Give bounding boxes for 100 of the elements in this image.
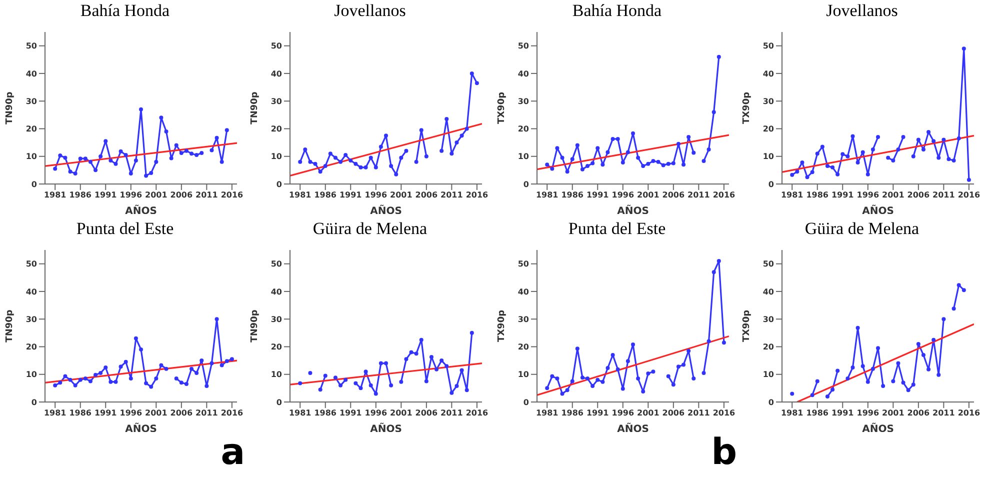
point xyxy=(303,147,308,152)
chart-title: Güira de Melena xyxy=(312,218,428,240)
y-tick-label: 30 xyxy=(762,96,774,106)
point xyxy=(676,142,680,146)
text: a xyxy=(220,432,245,473)
point xyxy=(545,162,550,167)
point xyxy=(124,360,128,364)
x-tick-label: 1991 xyxy=(94,408,118,418)
point xyxy=(338,383,343,388)
point xyxy=(790,392,794,396)
x-tick-label: 1986 xyxy=(806,408,829,418)
point xyxy=(846,376,850,381)
x-tick-label: 2011 xyxy=(688,190,710,200)
point xyxy=(815,379,820,384)
x-tick-label: 2006 xyxy=(415,190,438,200)
x-tick-label: 2016 xyxy=(712,190,736,200)
point xyxy=(454,384,459,388)
point xyxy=(616,136,620,141)
point xyxy=(374,392,378,396)
x-tick-label: 1986 xyxy=(69,190,92,200)
x-tick-label: 2011 xyxy=(440,190,464,200)
point xyxy=(916,138,920,142)
point xyxy=(318,170,322,174)
y-tick-label: 40 xyxy=(762,69,774,78)
point xyxy=(906,388,910,392)
x-tick-label: 1981 xyxy=(44,190,67,200)
point xyxy=(565,170,570,174)
point xyxy=(891,379,896,384)
point xyxy=(620,386,625,391)
x-tick-label: 1986 xyxy=(69,408,92,418)
x-tick-label: 1996 xyxy=(856,190,880,200)
point xyxy=(94,372,98,377)
point xyxy=(323,164,328,168)
point xyxy=(860,150,865,154)
point xyxy=(450,152,454,156)
point xyxy=(825,164,830,168)
y-tick-label: 20 xyxy=(270,342,282,352)
point xyxy=(78,378,82,382)
point xyxy=(636,376,640,381)
y-axis-title: TX90p xyxy=(742,309,752,342)
point xyxy=(956,136,961,140)
point xyxy=(646,162,650,166)
point xyxy=(128,376,133,381)
y-tick-label: 30 xyxy=(270,96,282,106)
point xyxy=(952,306,956,311)
point xyxy=(58,154,62,158)
point xyxy=(846,154,850,158)
point xyxy=(68,378,72,382)
x-tick-label: 1981 xyxy=(44,408,67,418)
point xyxy=(53,383,58,388)
point xyxy=(702,159,706,164)
y-tick-label: 0 xyxy=(768,398,774,407)
point xyxy=(682,162,686,167)
point xyxy=(419,338,424,342)
point xyxy=(666,162,670,166)
point xyxy=(706,147,711,152)
point xyxy=(956,283,961,288)
x-tick-label: 1986 xyxy=(806,190,829,200)
point xyxy=(712,270,716,274)
point xyxy=(88,160,92,164)
y-tick-label: 40 xyxy=(26,69,38,78)
point xyxy=(179,151,184,156)
point xyxy=(220,160,224,164)
point xyxy=(389,383,394,388)
point xyxy=(565,388,570,392)
point xyxy=(555,376,560,381)
point xyxy=(230,357,234,362)
x-tick-label: 2016 xyxy=(958,190,981,200)
y-tick-label: 40 xyxy=(270,69,282,78)
point xyxy=(374,165,378,170)
y-tick-label: 0 xyxy=(31,398,38,407)
point xyxy=(384,361,388,366)
point xyxy=(124,152,128,157)
point xyxy=(606,150,610,154)
point xyxy=(323,374,328,378)
point xyxy=(560,392,564,396)
y-tick-label: 30 xyxy=(518,314,530,324)
point xyxy=(795,170,800,174)
y-tick-label: 10 xyxy=(26,152,38,162)
chart-title: Punta del Este xyxy=(75,218,175,240)
chart-title: Punta del Este xyxy=(567,218,667,240)
point xyxy=(850,134,855,138)
point xyxy=(590,161,595,166)
point xyxy=(474,81,479,86)
y-axis-title: TX90p xyxy=(497,309,508,342)
point xyxy=(440,358,444,363)
point xyxy=(378,144,383,149)
y-tick-label: 10 xyxy=(518,370,530,380)
y-tick-label: 20 xyxy=(26,342,38,352)
x-tick-label: 1991 xyxy=(832,190,854,200)
point xyxy=(118,149,123,154)
point xyxy=(53,166,58,171)
point xyxy=(686,348,691,353)
point xyxy=(580,376,584,380)
chart-title: Bahía Honda xyxy=(571,0,663,22)
point xyxy=(128,172,133,176)
point xyxy=(68,170,72,174)
point xyxy=(870,147,875,152)
point xyxy=(866,380,870,384)
point xyxy=(98,154,103,158)
